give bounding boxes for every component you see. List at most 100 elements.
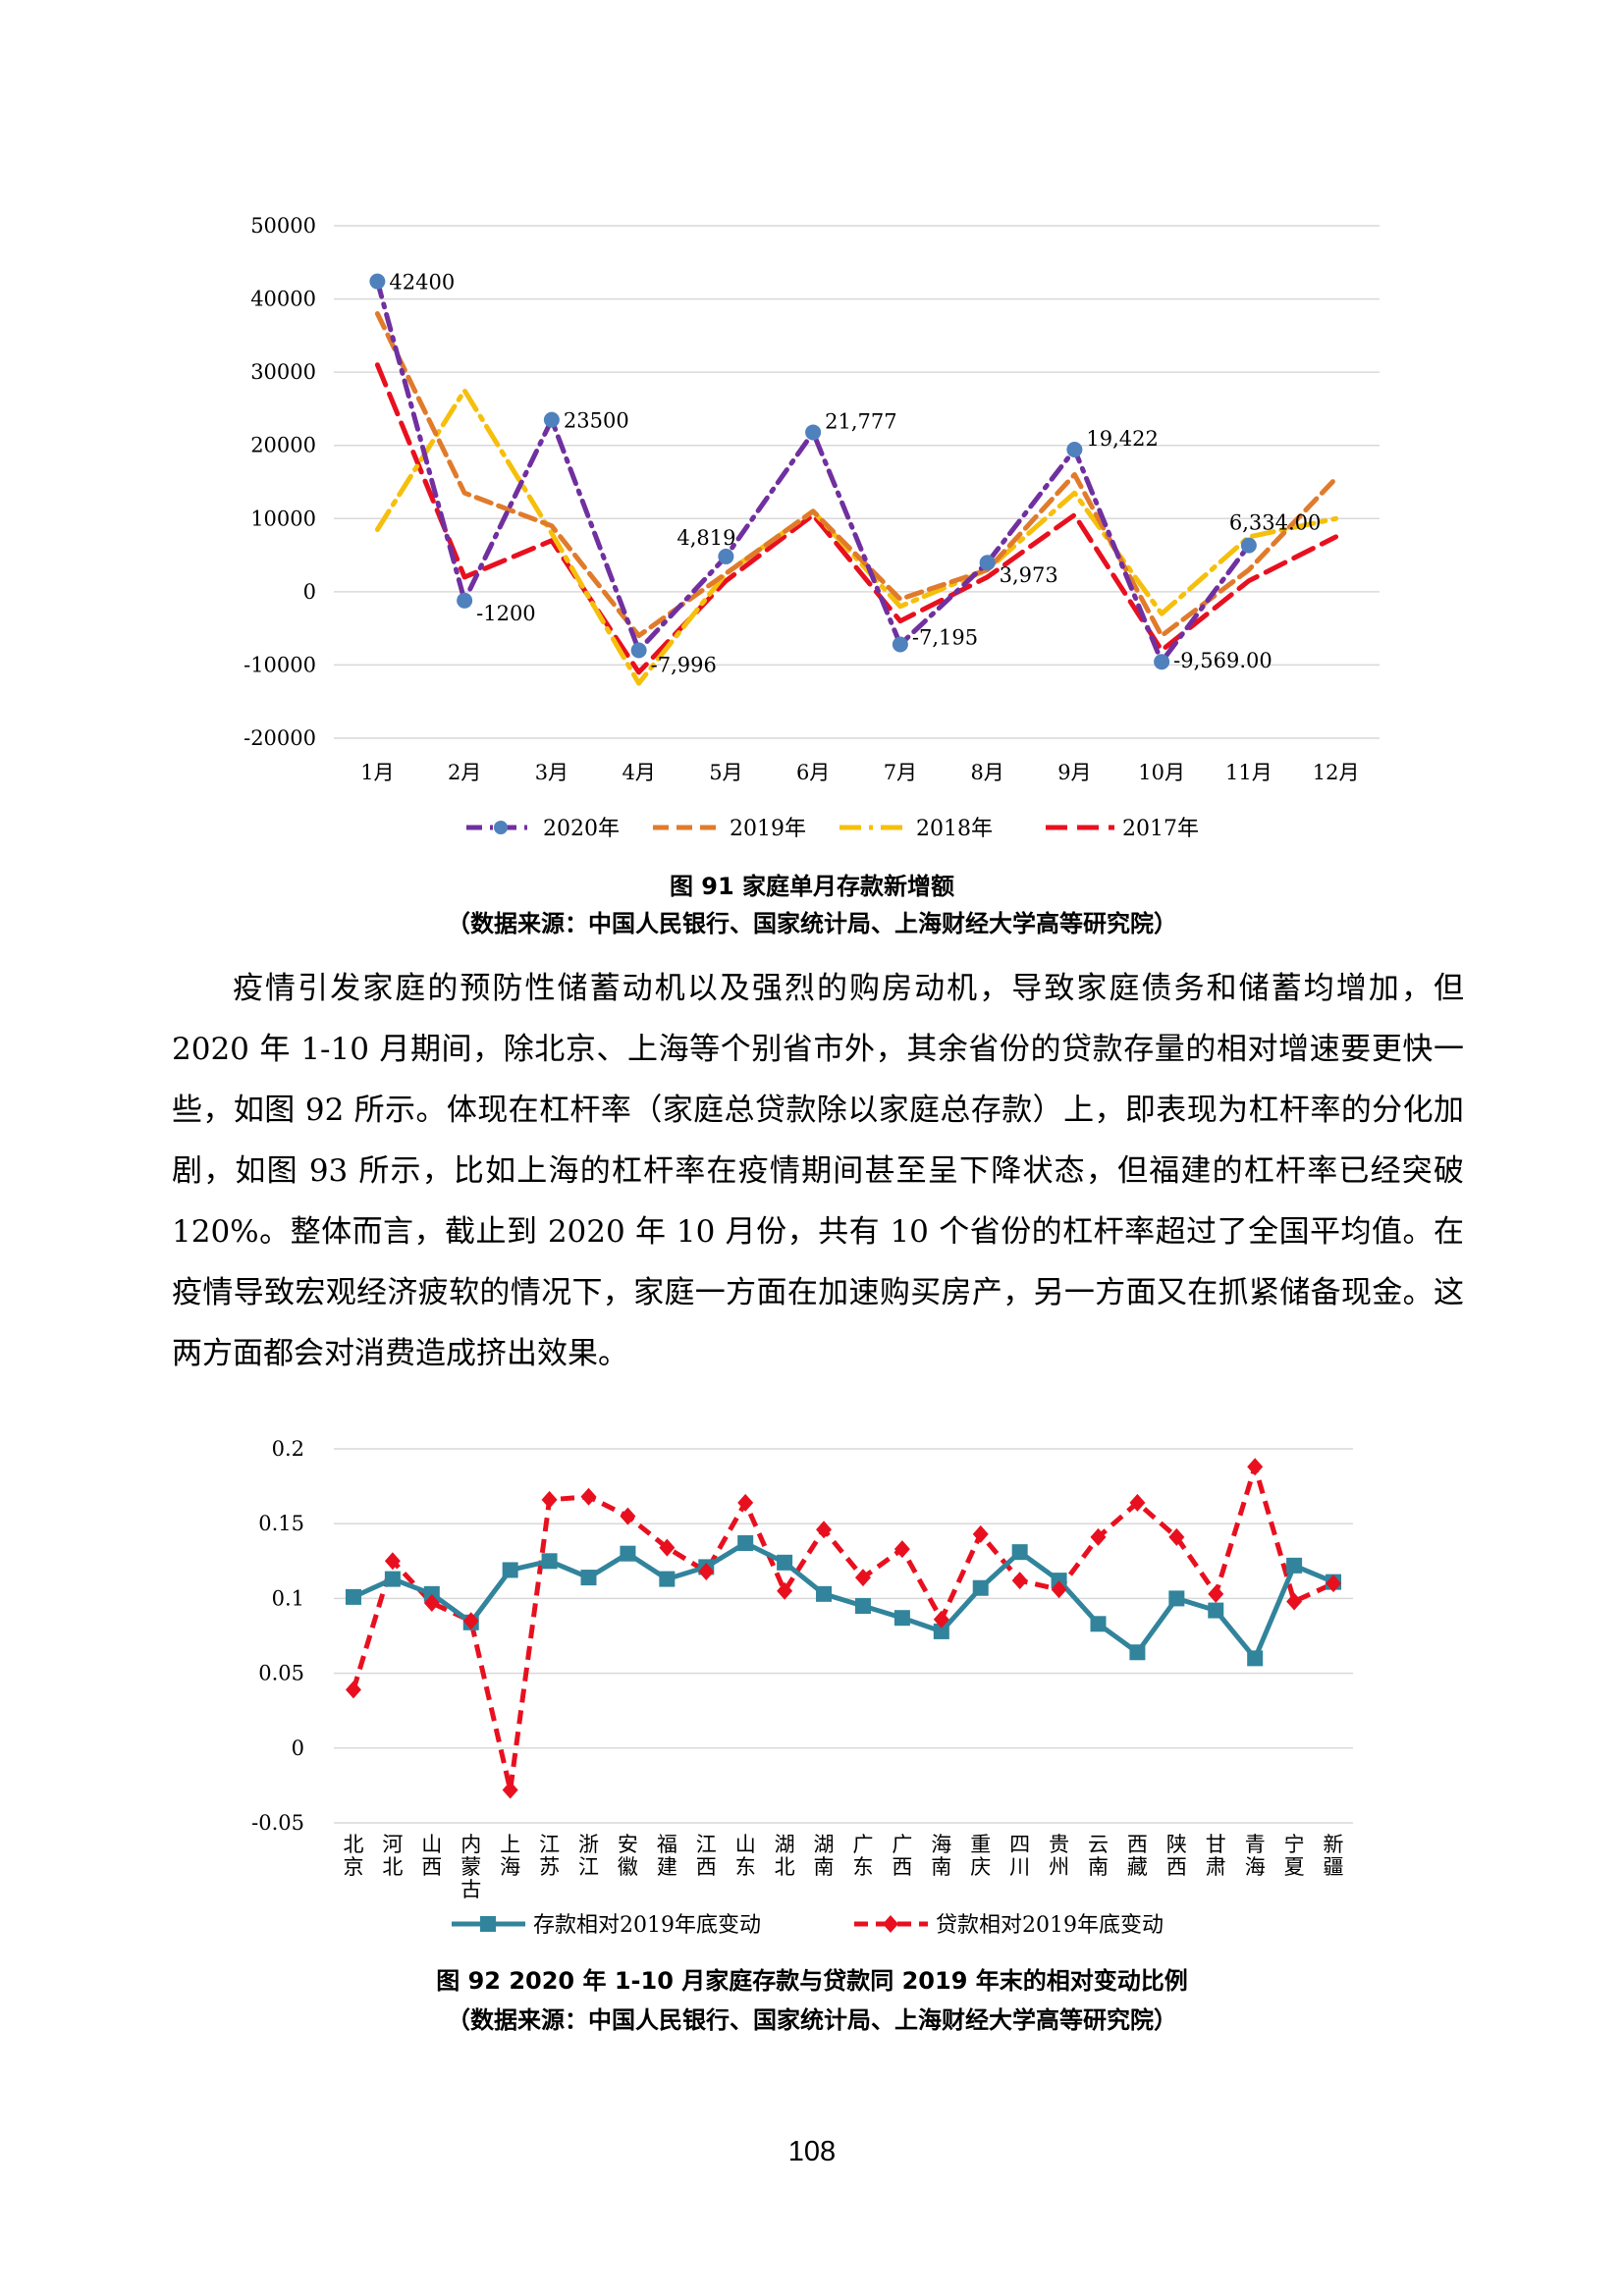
x-tick-label: 浙 bbox=[578, 1833, 599, 1856]
x-tick-label: 东 bbox=[852, 1855, 873, 1879]
x-tick-label: 8月 bbox=[970, 761, 1003, 784]
x-tick-label: 南 bbox=[814, 1855, 835, 1879]
x-tick-label: 疆 bbox=[1324, 1855, 1344, 1879]
legend-label: 贷款相对2019年底变动 bbox=[936, 1913, 1164, 1938]
series-line-2019年 bbox=[374, 311, 1339, 639]
paragraph-text: 疫情引发家庭的预防性储蓄动机以及强烈的购房动机，导致家庭债务和储蓄均增加，但 2… bbox=[172, 971, 1464, 1371]
x-tick-label: 京 bbox=[343, 1855, 363, 1879]
y-tick-label: 0.2 bbox=[272, 1437, 304, 1461]
data-point-loan bbox=[737, 1493, 754, 1512]
data-point bbox=[892, 636, 908, 653]
x-tick-label: 山 bbox=[421, 1833, 442, 1856]
x-tick-label: 苏 bbox=[539, 1855, 560, 1879]
y-tick-label: -0.05 bbox=[251, 1811, 304, 1835]
data-point bbox=[457, 592, 473, 609]
data-point-loan bbox=[854, 1569, 871, 1587]
x-tick-label: 夏 bbox=[1284, 1855, 1305, 1879]
chart-fig92: 0.20.150.10.050-0.05北京河北山西内蒙古上海江苏浙江安徽福建江… bbox=[251, 1437, 1353, 1938]
data-point-loan bbox=[1168, 1527, 1185, 1546]
x-tick-label: 广 bbox=[892, 1833, 912, 1856]
x-tick-label: 州 bbox=[1049, 1855, 1069, 1879]
x-tick-label: 宁 bbox=[1284, 1833, 1305, 1856]
data-point-deposit bbox=[423, 1585, 440, 1602]
body-paragraph: 疫情引发家庭的预防性储蓄动机以及强烈的购房动机，导致家庭债务和储蓄均增加，但 2… bbox=[172, 958, 1464, 1384]
fig91-source: （数据来源：中国人民银行、国家统计局、上海财经大学高等研究院） bbox=[447, 910, 1177, 937]
fig92-title: 图 92 2020 年 1-10 月家庭存款与贷款同 2019 年末的相对变动比… bbox=[436, 1967, 1188, 1995]
data-point-deposit bbox=[1129, 1644, 1146, 1661]
y-tick-label: 0 bbox=[292, 1736, 304, 1760]
x-tick-label: 庆 bbox=[970, 1855, 991, 1879]
data-point-loan bbox=[893, 1540, 910, 1559]
fig91-title: 图 91 家庭单月存款新增额 bbox=[669, 873, 955, 900]
data-point-deposit bbox=[384, 1571, 401, 1587]
x-tick-label: 新 bbox=[1324, 1833, 1344, 1856]
data-point-deposit bbox=[659, 1571, 676, 1587]
data-point-loan bbox=[384, 1552, 401, 1571]
x-tick-label: 重 bbox=[970, 1833, 991, 1856]
data-point-loan bbox=[1208, 1584, 1224, 1603]
x-tick-label: 南 bbox=[1088, 1855, 1109, 1879]
x-tick-label: 贵 bbox=[1049, 1833, 1069, 1856]
data-point-loan bbox=[620, 1507, 636, 1525]
data-point-loan bbox=[1326, 1575, 1342, 1593]
data-label: 23500 bbox=[564, 409, 629, 433]
data-point-loan bbox=[1129, 1493, 1146, 1512]
data-point-deposit bbox=[541, 1553, 558, 1570]
x-tick-label: 7月 bbox=[884, 761, 917, 784]
data-point bbox=[718, 548, 734, 564]
x-tick-label: 甘 bbox=[1206, 1833, 1226, 1856]
data-point-deposit bbox=[1247, 1650, 1264, 1667]
data-point-deposit bbox=[933, 1623, 949, 1639]
data-point-deposit bbox=[1011, 1544, 1028, 1561]
x-tick-label: 云 bbox=[1088, 1833, 1109, 1856]
x-tick-label: 湖 bbox=[814, 1833, 835, 1856]
x-tick-label: 内 bbox=[460, 1833, 481, 1856]
data-point-deposit bbox=[816, 1585, 833, 1602]
legend-label: 2019年 bbox=[730, 817, 806, 841]
x-tick-label: 西 bbox=[421, 1855, 442, 1879]
data-point-loan bbox=[1011, 1572, 1028, 1590]
x-tick-label: 6月 bbox=[796, 761, 830, 784]
fig92-source: （数据来源：中国人民银行、国家统计局、上海财经大学高等研究院） bbox=[447, 2006, 1177, 2034]
legend-marker bbox=[480, 1916, 496, 1932]
x-tick-label: 9月 bbox=[1057, 761, 1091, 784]
page-number: 108 bbox=[787, 2136, 837, 2167]
y-tick-label: -20000 bbox=[244, 726, 316, 750]
x-tick-label: 西 bbox=[892, 1855, 912, 1879]
x-tick-label: 藏 bbox=[1127, 1855, 1148, 1879]
data-label: 19,422 bbox=[1086, 427, 1158, 451]
data-point-deposit bbox=[1090, 1616, 1107, 1632]
series-line-2018年 bbox=[374, 388, 1339, 686]
data-point-loan bbox=[659, 1538, 676, 1557]
data-label: -7,996 bbox=[651, 653, 717, 676]
legend-label: 2020年 bbox=[543, 817, 620, 841]
x-tick-label: 10月 bbox=[1138, 761, 1185, 784]
data-point bbox=[979, 555, 996, 571]
x-tick-label: 11月 bbox=[1225, 761, 1272, 784]
data-point-loan bbox=[1090, 1527, 1107, 1546]
x-tick-label: 江 bbox=[578, 1855, 599, 1879]
data-point-loan bbox=[933, 1610, 949, 1629]
y-tick-label: 30000 bbox=[250, 360, 316, 384]
y-tick-label: 0 bbox=[303, 580, 316, 604]
data-point-deposit bbox=[580, 1570, 597, 1586]
data-point-loan bbox=[816, 1521, 833, 1539]
x-tick-label: 上 bbox=[500, 1833, 520, 1856]
x-tick-label: 安 bbox=[618, 1833, 638, 1856]
x-tick-label: 河 bbox=[382, 1833, 403, 1856]
data-point-loan bbox=[698, 1562, 715, 1580]
x-tick-label: 徽 bbox=[618, 1855, 638, 1879]
data-point-deposit bbox=[620, 1545, 636, 1562]
y-tick-label: 0.1 bbox=[272, 1586, 304, 1610]
legend-label: 2017年 bbox=[1122, 817, 1199, 841]
x-tick-label: 海 bbox=[1245, 1855, 1266, 1879]
data-point-loan bbox=[972, 1524, 989, 1543]
x-tick-label: 青 bbox=[1245, 1833, 1266, 1856]
series-line-2017年 bbox=[374, 362, 1339, 675]
x-tick-label: 4月 bbox=[622, 761, 655, 784]
data-point-deposit bbox=[777, 1554, 793, 1571]
x-tick-label: 南 bbox=[931, 1855, 951, 1879]
data-point-deposit bbox=[1208, 1602, 1224, 1619]
x-tick-label: 3月 bbox=[535, 761, 568, 784]
x-tick-label: 西 bbox=[696, 1855, 717, 1879]
